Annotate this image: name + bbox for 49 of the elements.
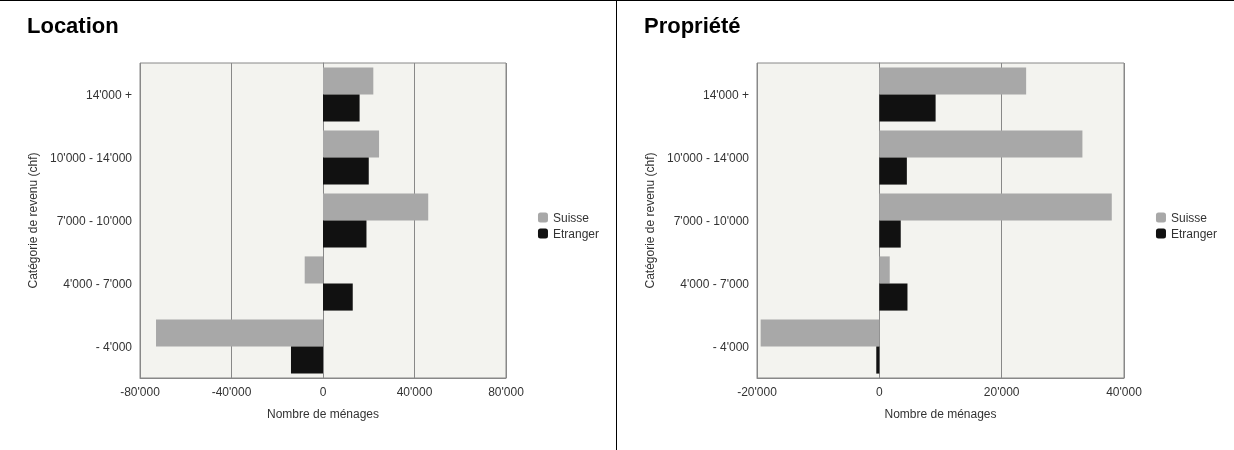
y-tick-label: - 4'000 — [712, 339, 750, 354]
bar — [323, 67, 374, 95]
x-tick-label: 40'000 — [1106, 385, 1143, 399]
x-tick-label: -40'000 — [211, 385, 252, 399]
bar — [760, 319, 880, 347]
bar — [323, 130, 380, 158]
legend-label: Suisse — [552, 210, 590, 225]
bar — [323, 157, 369, 185]
bar — [323, 220, 367, 248]
x-tick-label: -20'000 — [737, 385, 778, 399]
bar — [879, 94, 936, 122]
x-tick-label: 80'000 — [488, 385, 525, 399]
x-tick-label: 0 — [875, 385, 883, 399]
chart-title: Location — [27, 12, 119, 38]
bar — [879, 130, 1083, 158]
legend-label: Etranger — [1170, 226, 1218, 241]
bar — [323, 193, 429, 221]
y-tick-label: - 4'000 — [95, 339, 133, 354]
bar — [879, 256, 890, 284]
bar — [879, 193, 1112, 221]
bar — [879, 67, 1027, 95]
y-tick-label: 4'000 - 7'000 — [63, 276, 133, 291]
y-tick-label: 7'000 - 10'000 — [56, 213, 133, 228]
y-tick-label: 14'000 + — [702, 87, 749, 102]
y-axis-title: Catégorie de revenu (chf) — [26, 152, 41, 289]
y-tick-label: 7'000 - 10'000 — [673, 213, 750, 228]
legend-label: Etranger — [552, 226, 600, 241]
y-tick-label: 10'000 - 14'000 — [50, 150, 133, 165]
y-axis-title: Catégorie de revenu (chf) — [643, 152, 658, 289]
x-axis-title: Nombre de ménages — [884, 407, 997, 421]
bar — [879, 220, 901, 248]
x-tick-label: 0 — [319, 385, 327, 399]
chart-title: Propriété — [644, 12, 741, 38]
legend-label: Suisse — [1170, 210, 1208, 225]
bar — [323, 94, 360, 122]
y-tick-label: 4'000 - 7'000 — [680, 276, 750, 291]
bar — [879, 283, 908, 311]
x-tick-label: 40'000 — [396, 385, 433, 399]
bar — [323, 283, 353, 311]
x-tick-label: -80'000 — [120, 385, 161, 399]
y-tick-label: 14'000 + — [85, 87, 132, 102]
bar — [876, 346, 880, 374]
bar — [304, 256, 323, 284]
bar — [156, 319, 323, 347]
bar — [879, 157, 907, 185]
x-tick-label: 20'000 — [983, 385, 1020, 399]
bar — [290, 346, 323, 374]
y-tick-label: 10'000 - 14'000 — [667, 150, 750, 165]
x-axis-title: Nombre de ménages — [266, 407, 380, 421]
